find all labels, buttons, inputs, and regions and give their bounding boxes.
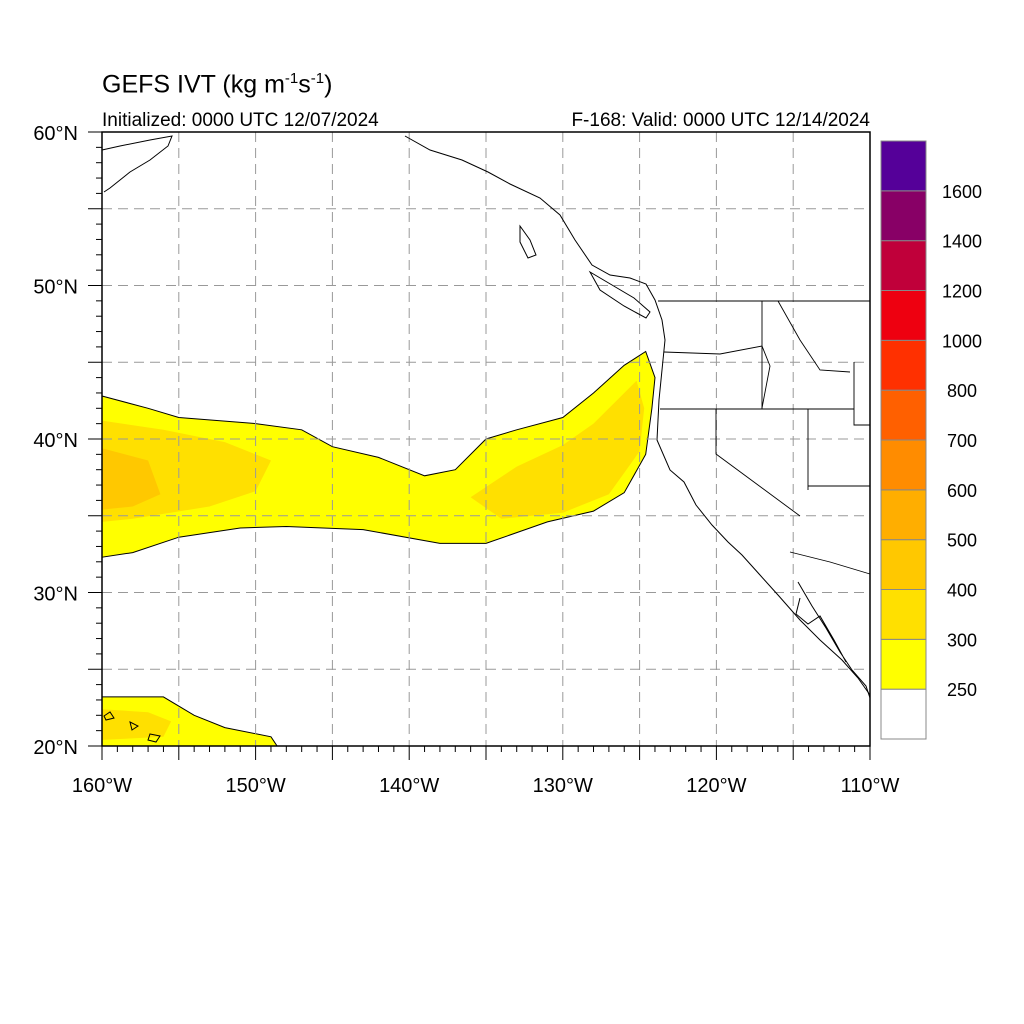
colorbar-box [880, 339, 927, 391]
ivt-field-layer [101, 350, 656, 747]
colorbar-label: 1000 [942, 331, 982, 351]
colorbar-label: 250 [947, 680, 977, 700]
ivt-contour-300-2 [470, 380, 645, 519]
lat-lon-grid [102, 132, 870, 746]
lat-tick-label: 50°N [33, 277, 78, 299]
lon-tick-label: 140°W [379, 775, 439, 797]
hawaii-island-2 [129, 721, 139, 731]
map-title: GEFS IVT (kg m-1s-1) [102, 70, 333, 99]
wyoming-border [853, 362, 870, 426]
montana-idaho-border [777, 300, 851, 373]
colorbar-label: 300 [947, 630, 977, 650]
colorbar-box [880, 439, 927, 491]
hawaii-island-3 [147, 733, 161, 743]
lat-tick-label: 40°N [33, 430, 78, 452]
colorbar-label: 600 [947, 481, 977, 501]
california-nevada-border [715, 409, 801, 517]
lat-tick-label: 20°N [33, 737, 78, 759]
colorbar-box [880, 290, 927, 341]
colorbar-label: 400 [947, 581, 977, 601]
baja-peninsula [795, 581, 871, 699]
ivt-contour-400-3 [102, 448, 161, 510]
colorbar-box [880, 539, 927, 591]
colorbar-label: 500 [947, 531, 977, 551]
valid-time-label: F-168: Valid: 0000 UTC 12/14/2024 [571, 110, 870, 131]
colorbar-box [880, 688, 927, 740]
colorbar-label: 700 [947, 431, 977, 451]
colorbar-label: 1600 [942, 182, 982, 202]
colorbar-box [880, 240, 927, 292]
lon-tick-label: 110°W [841, 775, 900, 797]
lon-tick-label: 160°W [72, 775, 132, 797]
colorbar-box [880, 589, 927, 640]
colorbar-label: 800 [947, 381, 977, 401]
lon-tick-label: 150°W [225, 775, 285, 797]
lat-tick-label: 30°N [33, 584, 78, 606]
colorbar-boxes [880, 140, 927, 740]
colorbar-box [880, 140, 927, 192]
lon-tick-label: 130°W [533, 775, 593, 797]
haida-gwaii [519, 224, 537, 259]
colorbar: 250 300 400 500 600 700 800 1000 1200 1400 1600 [880, 140, 982, 740]
lat-tick-label: 60°N [33, 123, 78, 145]
vancouver-island [588, 270, 651, 319]
colorbar-box [880, 638, 927, 690]
colorbar-label: 1200 [942, 282, 982, 302]
alaska-coastline [101, 135, 173, 193]
colorbar-label: 1400 [942, 232, 982, 252]
lon-tick-label: 120°W [686, 775, 746, 797]
hawaii-island-1 [103, 711, 115, 721]
washington-oregon-border [663, 345, 771, 409]
colorbar-box [880, 190, 927, 242]
ivt-contour-300-5 [102, 709, 172, 740]
alaska-panhandle-coastline [404, 135, 871, 696]
colorbar-box [880, 389, 927, 441]
map-axes: 160°W 150°W 140°W 130°W 120°W 110°W 60°N 50°N 40… [33, 123, 899, 797]
colorbar-box [880, 489, 927, 541]
colorbar-labels: 250 300 400 500 600 700 800 1000 1200 1400 1600 [942, 182, 982, 700]
init-time-label: Initialized: 0000 UTC 12/07/2024 [102, 110, 379, 131]
us-mexico-border [789, 551, 871, 575]
state-boundaries [658, 300, 871, 575]
coastline-layer [101, 135, 871, 743]
